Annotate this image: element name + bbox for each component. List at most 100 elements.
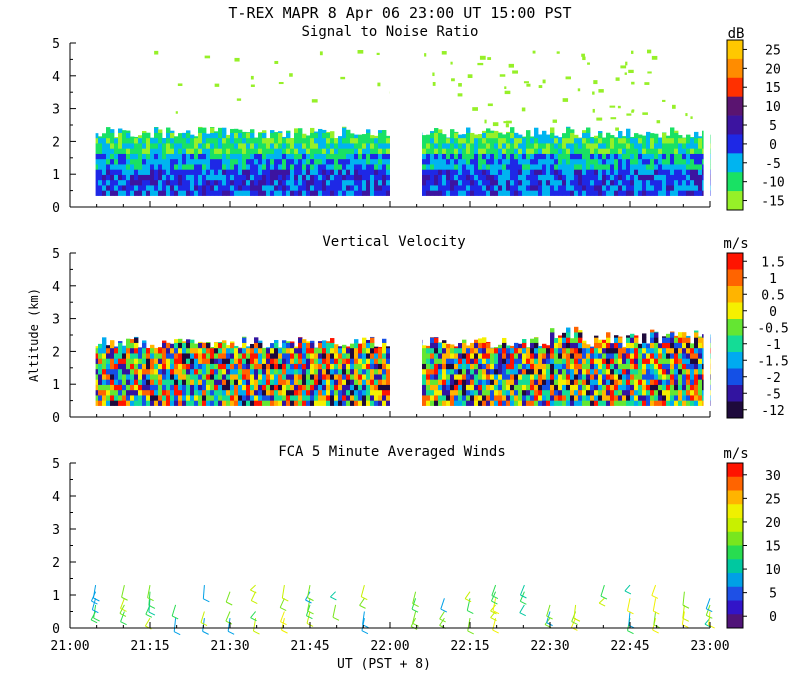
snr-cell bbox=[190, 137, 195, 144]
vel-cell bbox=[350, 353, 355, 359]
snr-cell bbox=[286, 153, 291, 160]
vel-cell bbox=[294, 347, 299, 354]
snr-cell bbox=[606, 190, 611, 196]
vel-cell bbox=[638, 358, 643, 364]
snr-cell bbox=[690, 164, 695, 170]
snr-cell bbox=[602, 169, 607, 175]
vel-cell bbox=[270, 389, 275, 396]
snr-cell bbox=[238, 132, 243, 139]
snr-cell bbox=[266, 164, 271, 170]
snr-cell bbox=[510, 164, 515, 170]
snr-cell bbox=[482, 174, 487, 181]
vel-cell bbox=[526, 400, 531, 406]
vel-cell bbox=[242, 363, 247, 370]
snr-cell bbox=[554, 179, 559, 186]
snr-cell bbox=[282, 169, 287, 175]
vel-cell bbox=[678, 384, 683, 391]
snr-cell bbox=[522, 179, 527, 186]
snr-cell bbox=[430, 148, 435, 154]
snr-cell bbox=[258, 164, 263, 170]
vel-cell bbox=[522, 368, 527, 375]
vel-cell bbox=[190, 384, 195, 391]
snr-cell bbox=[94, 153, 99, 160]
vel-cell bbox=[602, 389, 607, 396]
wind-barb-feather bbox=[90, 619, 98, 624]
snr-cell bbox=[238, 190, 243, 196]
snr-cell bbox=[226, 134, 231, 139]
snr-cell bbox=[134, 153, 139, 160]
snr-cell bbox=[446, 153, 451, 160]
snr-cell bbox=[262, 148, 267, 154]
vel-cell bbox=[498, 374, 503, 380]
vel-cell bbox=[278, 374, 283, 380]
snr-cell bbox=[630, 169, 635, 175]
vel-cell bbox=[694, 374, 699, 380]
snr-cell bbox=[222, 132, 227, 139]
snr-cell bbox=[350, 174, 355, 181]
vel-cell bbox=[346, 395, 351, 401]
snr-cell bbox=[514, 169, 519, 175]
snr-cell bbox=[178, 185, 183, 191]
snr-cell bbox=[386, 158, 391, 165]
snr-cell bbox=[694, 174, 699, 181]
snr-cell bbox=[666, 143, 671, 149]
vel-cell bbox=[498, 379, 503, 385]
vel-cell bbox=[142, 368, 147, 375]
vel-cell bbox=[538, 389, 543, 396]
snr-cell bbox=[494, 185, 499, 191]
vel-cell bbox=[234, 384, 239, 391]
vel-cell bbox=[594, 400, 599, 406]
snr-cell bbox=[670, 137, 675, 144]
vel-cell bbox=[614, 384, 619, 391]
snr-speckle bbox=[620, 65, 627, 69]
snr-cell bbox=[142, 153, 147, 160]
vel-cell bbox=[278, 379, 283, 385]
vel-cell bbox=[198, 368, 203, 375]
vel-cell bbox=[514, 379, 519, 385]
vel-cell bbox=[566, 374, 571, 380]
snr-cell bbox=[442, 153, 447, 160]
snr-cell bbox=[274, 148, 279, 154]
snr-cell bbox=[606, 174, 611, 181]
vel-cell bbox=[338, 395, 343, 401]
snr-cell bbox=[330, 131, 335, 133]
vel-cell bbox=[442, 347, 447, 354]
snr-cell bbox=[586, 158, 591, 165]
snr-cell bbox=[194, 185, 199, 191]
snr-panel-title: Signal to Noise Ratio bbox=[301, 24, 478, 40]
wind-barb-feather bbox=[682, 617, 690, 622]
snr-speckle bbox=[662, 99, 666, 102]
vel-cell bbox=[494, 374, 499, 380]
vel-cell bbox=[118, 363, 123, 370]
snr-cell bbox=[598, 148, 603, 154]
vel-cell bbox=[170, 400, 175, 406]
snr-cell bbox=[486, 148, 491, 154]
vel-cell bbox=[590, 346, 595, 349]
snr-cell bbox=[362, 143, 367, 149]
wind-barb-feather bbox=[653, 610, 660, 615]
vel-cell bbox=[230, 374, 235, 380]
snr-cell bbox=[630, 153, 635, 160]
vel-cell bbox=[422, 347, 427, 354]
snr-cell bbox=[618, 158, 623, 165]
snr-speckle bbox=[457, 93, 463, 97]
vel-cell bbox=[386, 395, 391, 401]
vel-cell bbox=[322, 347, 327, 354]
vel-cell bbox=[114, 379, 119, 385]
vel-cell bbox=[534, 389, 539, 396]
vel-cell bbox=[650, 400, 655, 406]
vel-cell bbox=[646, 358, 651, 364]
vel-cell bbox=[350, 379, 355, 385]
snr-cell bbox=[346, 137, 351, 144]
vel-cell bbox=[550, 363, 555, 370]
snr-cell bbox=[510, 148, 515, 154]
snr-cell bbox=[118, 185, 123, 191]
snr-cell bbox=[366, 179, 371, 186]
snr-cell bbox=[98, 179, 103, 186]
vel-cell bbox=[302, 368, 307, 375]
snr-cell bbox=[98, 174, 103, 181]
snr-cell bbox=[146, 169, 151, 175]
snr-cell bbox=[622, 137, 627, 144]
snr-cell bbox=[570, 158, 575, 165]
vel-cell bbox=[650, 384, 655, 391]
